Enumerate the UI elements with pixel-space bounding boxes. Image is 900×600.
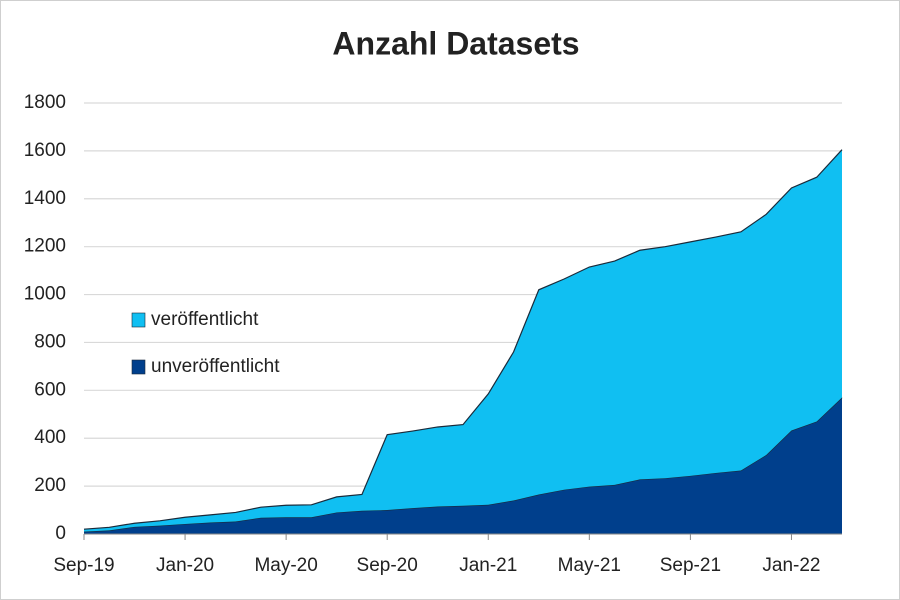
legend-swatch — [131, 359, 146, 375]
y-tick-label: 400 — [34, 427, 66, 448]
y-tick-label: 1800 — [24, 92, 66, 113]
y-tick-label: 1000 — [24, 284, 66, 305]
area — [84, 149, 842, 532]
area-outline — [83, 397, 843, 533]
x-tick-label: Jan-22 — [762, 555, 820, 576]
area-outline — [83, 149, 843, 530]
y-tick-label: 1200 — [24, 236, 66, 257]
y-tick-label: 800 — [34, 331, 66, 352]
y-tick-label: 1600 — [24, 140, 66, 161]
y-tick-label: 200 — [34, 475, 66, 496]
area — [84, 397, 842, 534]
y-tick-label: 600 — [34, 379, 66, 400]
x-tick-label: Jan-20 — [156, 555, 214, 576]
legend-label: veröffentlicht — [151, 309, 259, 330]
y-tick-label: 1400 — [24, 188, 66, 209]
legend-swatch — [131, 312, 146, 328]
chart-title: Anzahl Datasets — [332, 25, 579, 61]
legend-label: unveröffentlicht — [151, 356, 280, 377]
x-tick-label: Sep-19 — [53, 555, 114, 576]
y-tick-label: 0 — [55, 523, 66, 544]
x-tick-label: Jan-21 — [459, 555, 517, 576]
x-tick-label: Sep-20 — [357, 555, 418, 576]
x-tick-label: May-21 — [558, 555, 621, 576]
x-tick-label: Sep-21 — [660, 555, 721, 576]
x-tick-label: May-20 — [254, 555, 317, 576]
